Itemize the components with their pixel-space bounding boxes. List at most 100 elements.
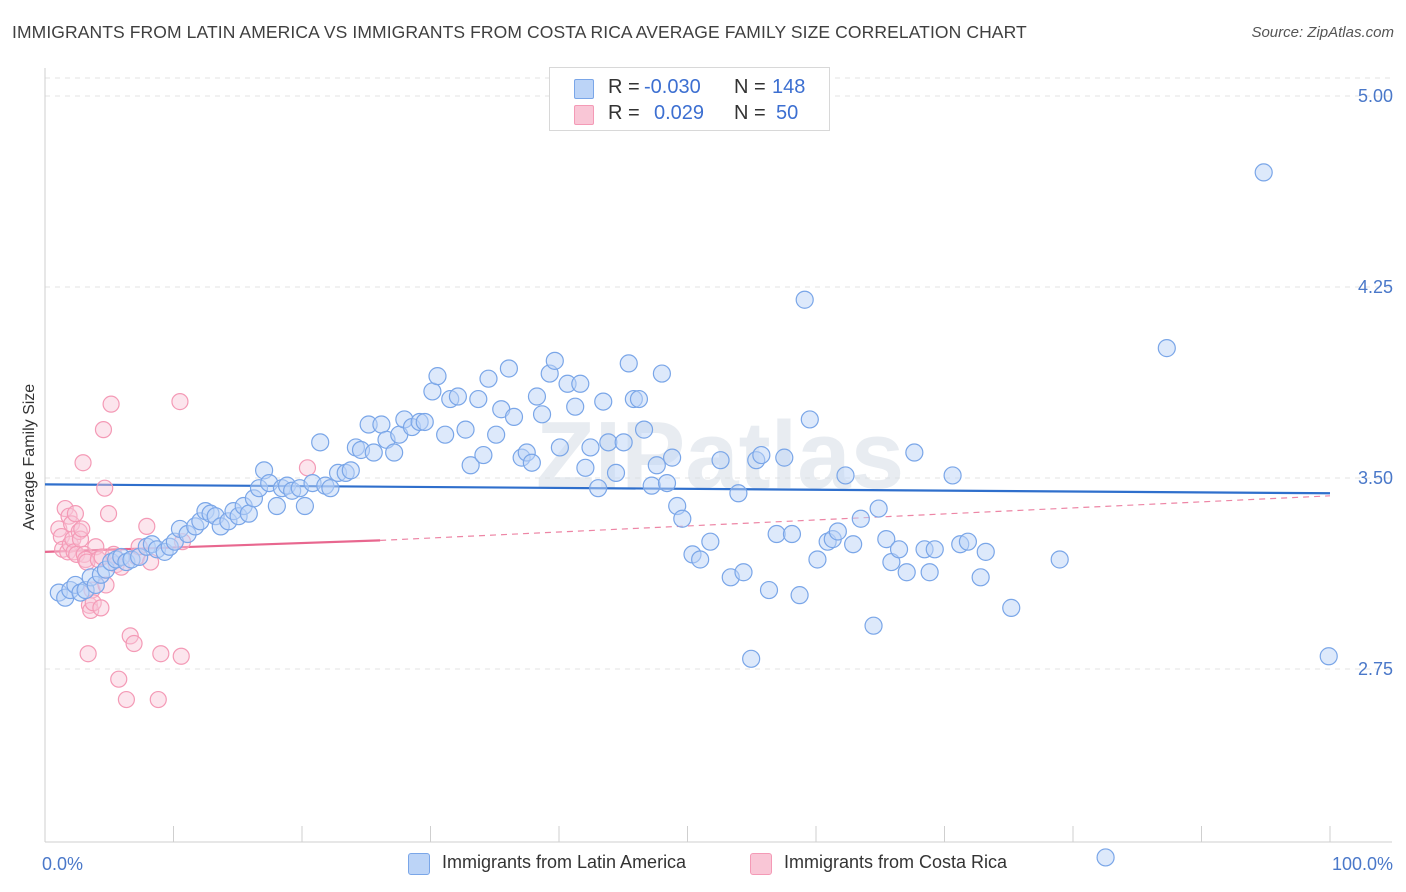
data-point-latin-america [701,532,720,551]
data-point-latin-america [652,364,672,383]
data-point-latin-america [642,476,661,495]
data-point-latin-america [742,649,761,668]
legend-r-label: R = [608,102,640,124]
data-point-costa-rica [94,421,113,439]
data-point-latin-america [905,443,924,462]
legend-n-value: 148 [772,76,806,98]
data-point-costa-rica [125,634,143,653]
data-point-latin-america [782,524,802,544]
data-point-latin-america [415,412,434,432]
data-point-latin-america [372,415,391,434]
data-point-latin-america [1319,647,1338,666]
x-tick-labels: 0.0% 100.0% [42,854,1393,874]
data-point-latin-america [647,456,666,475]
bottom-legend-label: Immigrants from Costa Rica [784,852,1008,872]
data-point-latin-america [576,458,595,477]
data-point-latin-america [364,443,383,462]
data-point-latin-america [1157,339,1176,358]
data-point-latin-america [836,466,855,485]
data-point-costa-rica [149,690,167,709]
data-point-latin-america [448,387,467,406]
data-point-costa-rica [102,395,120,413]
data-point-latin-america [958,532,978,551]
data-point-latin-america [619,354,638,373]
y-tick-label: 2.75 [1358,659,1393,679]
y-tick-label: 4.25 [1358,277,1393,297]
legend-swatch-latin-america [574,79,594,99]
data-point-latin-america [423,382,442,401]
data-point-costa-rica [138,517,156,535]
data-point-latin-america [522,453,541,472]
data-point-latin-america [920,563,939,582]
data-point-latin-america [1002,598,1021,617]
data-point-latin-america [657,473,677,493]
data-point-latin-america [606,463,626,483]
data-point-latin-america [634,420,654,439]
data-point-latin-america [925,540,944,559]
x-tick-label: 100.0% [1332,854,1393,874]
data-point-latin-america [545,351,564,370]
data-point-latin-america [775,448,794,467]
data-point-latin-america [790,586,809,605]
bottom-legend-label: Immigrants from Latin America [442,852,687,872]
legend-n-label: N = [734,102,766,124]
data-point-costa-rica [117,690,136,709]
data-point-latin-america [487,425,506,444]
data-point-latin-america [711,451,730,470]
data-point-latin-america [808,550,827,569]
data-point-latin-america [864,616,883,635]
data-point-costa-rica [79,645,97,663]
source-credit: Source: ZipAtlas.com [1251,24,1394,41]
legend-r-value: 0.029 [654,102,705,124]
data-point-latin-america [869,499,888,518]
data-point-latin-america [550,438,570,457]
data-point-latin-america [321,479,340,498]
grid-lines [45,77,1392,670]
data-point-latin-america [752,445,771,465]
series-latin-america [49,163,1338,867]
data-point-latin-america [527,387,547,406]
y-tick-labels: 2.75 3.50 4.25 5.00 [1358,86,1393,679]
trend-line-costa-rica [44,539,381,553]
data-point-latin-america [828,522,847,541]
data-point-latin-america [767,524,786,544]
data-point-latin-america [479,369,498,388]
data-point-costa-rica [172,647,190,665]
data-point-latin-america [566,397,585,416]
data-point-latin-america [729,484,748,503]
series-costa-rica [50,393,317,709]
data-point-latin-america [461,456,480,475]
data-point-latin-america [295,496,314,516]
data-point-latin-america [614,433,633,452]
data-point-latin-america [456,420,475,439]
data-point-latin-america [897,563,916,582]
legend-r-label: R = [608,76,640,98]
data-point-latin-america [1254,163,1273,182]
data-point-latin-america [532,405,552,424]
data-point-latin-america [759,580,779,600]
data-point-latin-america [889,540,909,559]
y-tick-label: 3.50 [1358,468,1393,488]
chart-title: IMMIGRANTS FROM LATIN AMERICA VS IMMIGRA… [12,22,1027,42]
data-point-latin-america [499,359,518,378]
axes [44,68,1392,843]
data-point-latin-america [851,509,870,528]
data-point-latin-america [341,461,360,480]
data-point-latin-america [504,407,524,426]
data-point-latin-america [267,496,286,516]
x-tick-label: 0.0% [42,854,83,874]
legend-r-value: -0.030 [644,76,701,98]
y-axis-label: Average Family Size [21,384,38,531]
legend-n-value: 50 [776,102,799,124]
data-point-latin-america [844,535,863,554]
data-point-latin-america [428,367,447,386]
data-point-latin-america [629,389,649,409]
data-point-latin-america [800,410,819,429]
data-point-latin-america [795,290,814,309]
data-point-latin-america [943,466,962,485]
data-point-costa-rica [66,505,85,523]
y-tick-label: 5.00 [1358,86,1393,106]
legend-swatch-costa-rica [574,105,594,125]
data-point-latin-america [589,479,608,498]
data-point-latin-america [474,445,493,465]
